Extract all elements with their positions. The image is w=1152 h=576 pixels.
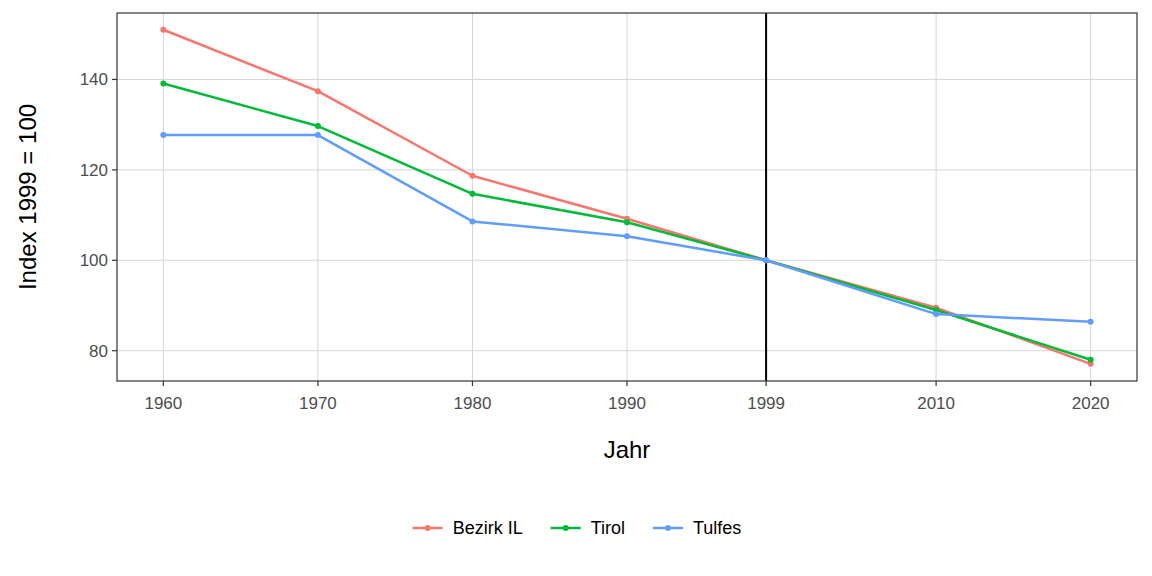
tick-label: 1999 <box>747 394 785 413</box>
tick-mark <box>112 260 117 261</box>
series-line <box>163 84 1090 360</box>
data-point <box>1088 319 1094 325</box>
data-point <box>763 257 769 263</box>
tick-mark <box>1090 381 1091 386</box>
axis-title: Index 1999 = 100 <box>14 104 41 290</box>
legend: Bezirk IL Tirol Tulfes <box>413 518 742 538</box>
tick-mark <box>626 381 627 386</box>
tick-label: 2020 <box>1072 394 1110 413</box>
data-layer <box>160 27 1093 367</box>
axis-title: Jahr <box>604 436 651 463</box>
grid-line <box>163 13 164 381</box>
tick-label: 2010 <box>917 394 955 413</box>
tick-label: 1970 <box>299 394 337 413</box>
tick-mark <box>112 169 117 170</box>
tick-label: 120 <box>80 161 108 180</box>
grid-line <box>766 13 767 381</box>
tick-mark <box>317 381 318 386</box>
tick-mark <box>112 79 117 80</box>
data-point <box>763 257 769 263</box>
data-point <box>160 27 166 33</box>
grid-line <box>936 13 937 381</box>
data-point <box>315 88 321 94</box>
grid <box>117 13 1137 381</box>
data-point <box>624 219 630 225</box>
data-point <box>933 311 939 317</box>
tick-label: 140 <box>80 70 108 89</box>
data-point <box>469 218 475 224</box>
tick-label: 1960 <box>144 394 182 413</box>
chart: 1960 1970 1980 1990 1999 2010 2020 80 100 120 140 J… <box>0 0 1152 576</box>
series-line <box>163 135 1090 322</box>
tick-mark <box>765 381 766 386</box>
legend-key <box>563 525 569 531</box>
data-point <box>763 257 769 263</box>
tick-label: 100 <box>80 251 108 270</box>
legend-label: Bezirk IL <box>453 518 523 538</box>
grid-line <box>1090 13 1091 381</box>
tick-label: 1990 <box>608 394 646 413</box>
legend-label: Tulfes <box>693 518 741 538</box>
legend-label: Tirol <box>591 518 625 538</box>
data-point <box>624 233 630 239</box>
grid-line <box>627 13 628 381</box>
tick-mark <box>935 381 936 386</box>
data-point <box>469 173 475 179</box>
tick-label: 1980 <box>454 394 492 413</box>
data-point <box>160 81 166 87</box>
tick-label: 80 <box>89 342 108 361</box>
tick-mark <box>112 350 117 351</box>
series-line <box>163 30 1090 364</box>
tick-mark <box>472 381 473 386</box>
data-point <box>315 123 321 129</box>
legend-key <box>425 525 431 531</box>
data-point <box>315 132 321 138</box>
data-point <box>469 191 475 197</box>
data-point <box>1088 357 1094 363</box>
tick-mark <box>163 381 164 386</box>
grid-line <box>472 13 473 381</box>
panel-border <box>117 13 1137 381</box>
legend-key <box>665 525 671 531</box>
reference-line <box>765 13 767 381</box>
grid-line <box>317 13 318 381</box>
data-point <box>160 132 166 138</box>
plot-background <box>117 13 1137 381</box>
